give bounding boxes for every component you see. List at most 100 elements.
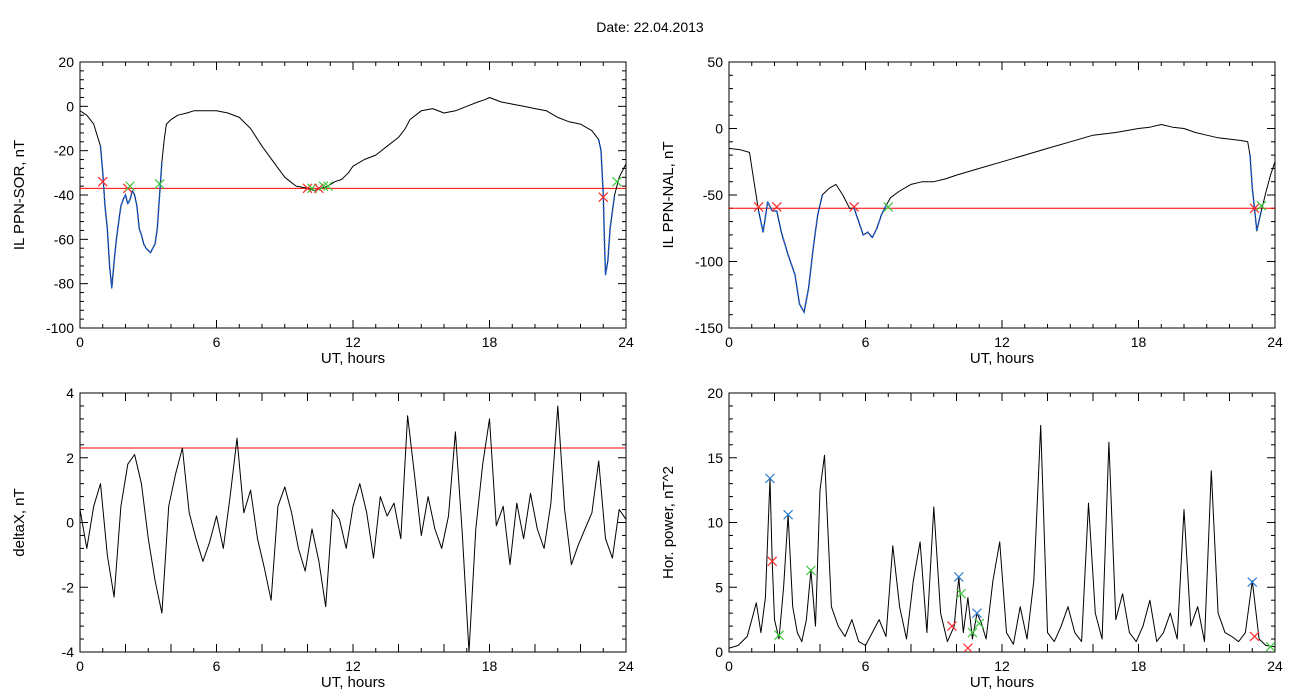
marker-red: [302, 183, 313, 194]
marker-stroke: [318, 181, 329, 192]
x-axis-label: UT, hours: [321, 350, 385, 367]
marker-stroke: [97, 176, 108, 187]
x-axis-label: UT, hours: [970, 674, 1034, 691]
plot-frame: [79, 61, 627, 329]
series-line: [729, 124, 1275, 313]
highlight-segment: [99, 146, 163, 289]
y-tick-label: -50: [703, 187, 723, 203]
marker-stroke: [963, 643, 973, 652]
x-axis-label: UT, hours: [321, 674, 385, 691]
marker-blue: [953, 571, 964, 582]
marker-stroke: [974, 618, 985, 629]
plot-area: [80, 97, 626, 289]
x-tick-label: 18: [482, 334, 498, 350]
marker-stroke: [771, 202, 782, 212]
x-tick-label: 0: [725, 334, 733, 350]
marker-stroke: [774, 630, 784, 641]
marker-red: [947, 621, 957, 632]
marker-stroke: [302, 183, 313, 194]
marker-red: [753, 202, 764, 212]
marker-green: [956, 588, 966, 599]
marker-stroke: [972, 608, 982, 619]
highlight-segment: [1249, 155, 1263, 232]
marker-stroke: [947, 621, 957, 632]
plot-frame: [728, 61, 1276, 329]
marker-green: [1265, 641, 1275, 652]
y-tick-label: -150: [695, 320, 723, 336]
x-tick-label: 24: [618, 334, 634, 350]
marker-stroke: [1249, 631, 1260, 642]
x-tick-label: 6: [213, 658, 221, 674]
marker-green: [318, 181, 329, 192]
x-tick-label: 0: [725, 658, 733, 674]
marker-green: [974, 618, 985, 629]
marker-stroke: [1256, 200, 1267, 211]
marker-red: [1249, 631, 1260, 642]
marker-stroke: [849, 202, 860, 212]
x-tick-label: 12: [345, 334, 361, 350]
x-tick-label: 12: [994, 334, 1010, 350]
y-tick-label: 2: [66, 450, 74, 466]
marker-stroke: [953, 571, 964, 582]
x-tick-label: 6: [862, 334, 870, 350]
y-tick-label: 0: [66, 98, 74, 114]
marker-stroke: [125, 181, 135, 192]
y-tick-label: 5: [715, 579, 723, 595]
x-tick-label: 18: [1131, 334, 1147, 350]
x-tick-label: 24: [1267, 658, 1283, 674]
y-tick-label: -100: [695, 254, 723, 270]
y-tick-label: 50: [707, 54, 723, 70]
marker-blue: [765, 473, 775, 484]
marker-red: [849, 202, 860, 212]
y-tick-label: 10: [707, 515, 723, 531]
marker-blue: [1247, 577, 1258, 587]
y-axis-label: IL PPN-NAL, nT: [660, 142, 677, 249]
plot-frame: [728, 392, 1276, 653]
marker-stroke: [805, 565, 816, 576]
y-tick-label: 0: [66, 515, 74, 531]
x-tick-label: 6: [213, 334, 221, 350]
y-axis-label: deltaX, nT: [11, 488, 28, 556]
marker-red: [771, 202, 782, 212]
marker-green: [805, 565, 816, 576]
highlight-segment: [853, 205, 887, 240]
marker-stroke: [1247, 577, 1258, 587]
marker-green: [967, 627, 978, 638]
marker-blue: [783, 509, 794, 520]
y-tick-label: -2: [62, 579, 75, 595]
y-tick-label: 4: [66, 385, 74, 401]
marker-red: [1249, 203, 1260, 214]
marker-red: [767, 556, 778, 567]
marker-red: [962, 643, 973, 652]
plot-area: [729, 424, 1275, 652]
marker-stroke: [883, 202, 894, 212]
marker-stroke: [767, 556, 778, 567]
marker-green: [1256, 200, 1267, 211]
highlight-segment: [757, 194, 824, 315]
marker-blue: [972, 608, 982, 619]
marker-stroke: [154, 178, 165, 189]
marker-stroke: [1265, 641, 1275, 652]
marker-stroke: [1249, 203, 1260, 214]
x-tick-label: 24: [618, 658, 634, 674]
series-line: [80, 97, 626, 289]
y-tick-label: 0: [715, 644, 723, 660]
y-tick-label: -100: [46, 320, 74, 336]
plot-area: [729, 124, 1275, 315]
marker-stroke: [598, 192, 609, 203]
x-tick-label: 18: [1131, 658, 1147, 674]
y-tick-label: 20: [58, 54, 74, 70]
x-tick-label: 12: [345, 658, 361, 674]
marker-green: [611, 176, 622, 187]
marker-stroke: [783, 509, 794, 520]
y-axis-label: Hor. power, nT^2: [660, 466, 677, 579]
x-tick-label: 6: [862, 658, 870, 674]
chart-panel-1: 0 6 12 18 24 -100 -80 -60 -40 -20 0 20 UT, hours IL P…: [11, 54, 634, 367]
x-tick-label: 18: [482, 658, 498, 674]
x-tick-label: 0: [76, 334, 84, 350]
chart-panel-4: 0 6 12 18 24 0 5 10 15 20 UT, hours Hor. power, nT^…: [660, 385, 1283, 691]
marker-green: [774, 630, 784, 641]
marker-stroke: [765, 473, 775, 484]
y-tick-label: -40: [54, 187, 74, 203]
